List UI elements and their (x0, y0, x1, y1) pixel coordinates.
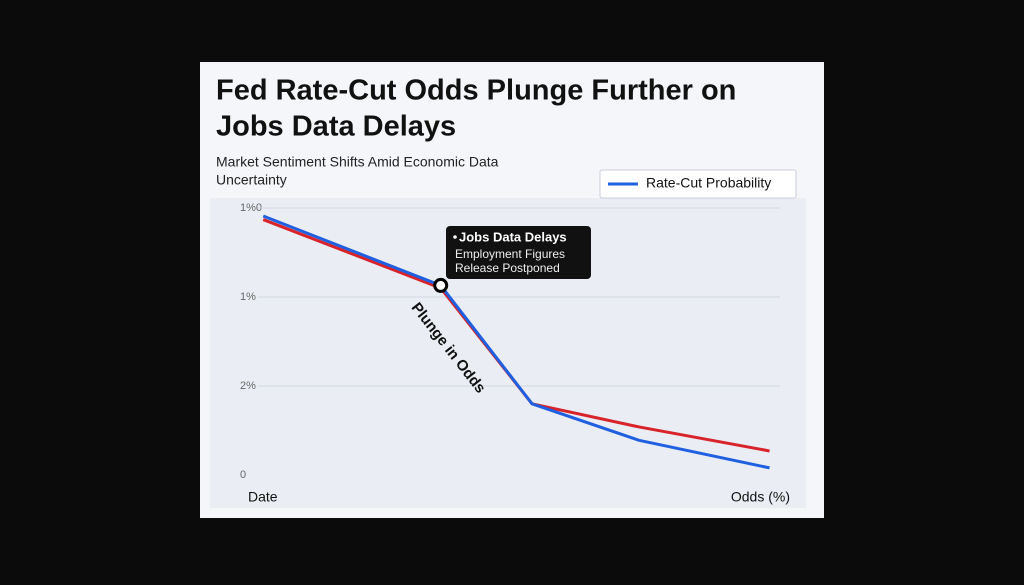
y-axis-label: Odds (%) (731, 489, 790, 505)
annotation-bullet (453, 235, 457, 239)
chart-title: Fed Rate-Cut Odds Plunge Further on (216, 75, 736, 107)
x-axis-label: Date (248, 489, 278, 505)
legend-box (599, 169, 797, 199)
y-tick-label: 1% (240, 291, 256, 303)
subtitle: Market Sentiment Shifts Amid Economic Da… (216, 154, 499, 170)
y-tick-label: 0 (240, 469, 246, 481)
annotation-text: Release Postponed (455, 261, 560, 275)
y-tick-label: 2% (240, 380, 256, 392)
y-tick-label: 1%0 (240, 202, 262, 214)
annotation-marker (433, 277, 449, 293)
legend-label: Rate-Cut Probability (646, 175, 771, 191)
annotation-title: Jobs Data Delays (459, 229, 567, 244)
annotation-text: Employment Figures (455, 247, 565, 261)
subtitle: Uncertainty (216, 172, 287, 188)
annotation-box (446, 226, 591, 279)
chart-title: Jobs Data Delays (216, 111, 456, 143)
series-line (262, 214, 770, 470)
